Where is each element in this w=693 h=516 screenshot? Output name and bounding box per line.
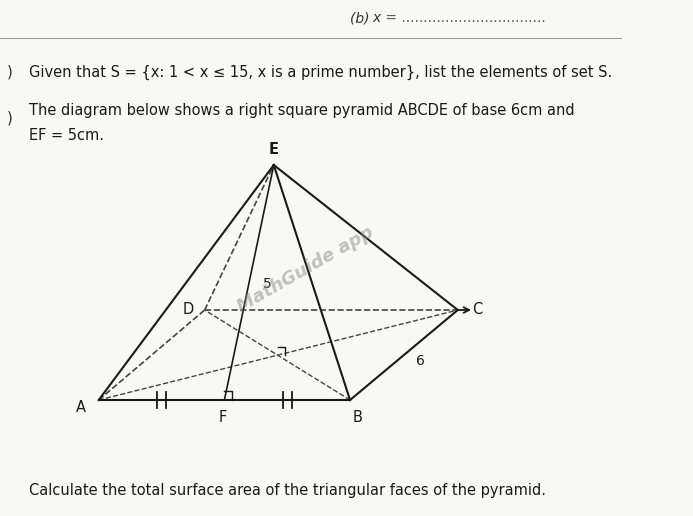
Text: EF = 5cm.: EF = 5cm. (28, 127, 104, 142)
Text: x: x (373, 11, 380, 25)
Text: Calculate the total surface area of the triangular faces of the pyramid.: Calculate the total surface area of the … (28, 482, 545, 497)
Text: (b): (b) (350, 11, 378, 25)
Text: ): ) (7, 110, 13, 125)
Text: ): ) (7, 64, 13, 79)
Text: 6: 6 (416, 354, 426, 368)
Text: C: C (473, 302, 482, 317)
Text: E: E (269, 141, 279, 156)
Text: B: B (352, 411, 362, 426)
Text: F: F (218, 411, 227, 426)
Text: A: A (76, 400, 86, 415)
Text: Given that S = {x: 1 < x ≤ 15, x is a prime number}, list the elements of set S.: Given that S = {x: 1 < x ≤ 15, x is a pr… (28, 64, 612, 79)
Text: The diagram below shows a right square pyramid ABCDE of base 6cm and: The diagram below shows a right square p… (28, 103, 574, 118)
Text: MathGuide app: MathGuide app (234, 223, 376, 316)
Text: D: D (183, 302, 194, 317)
Text: = .................................: = ................................. (380, 11, 545, 25)
Text: 5: 5 (263, 277, 271, 291)
